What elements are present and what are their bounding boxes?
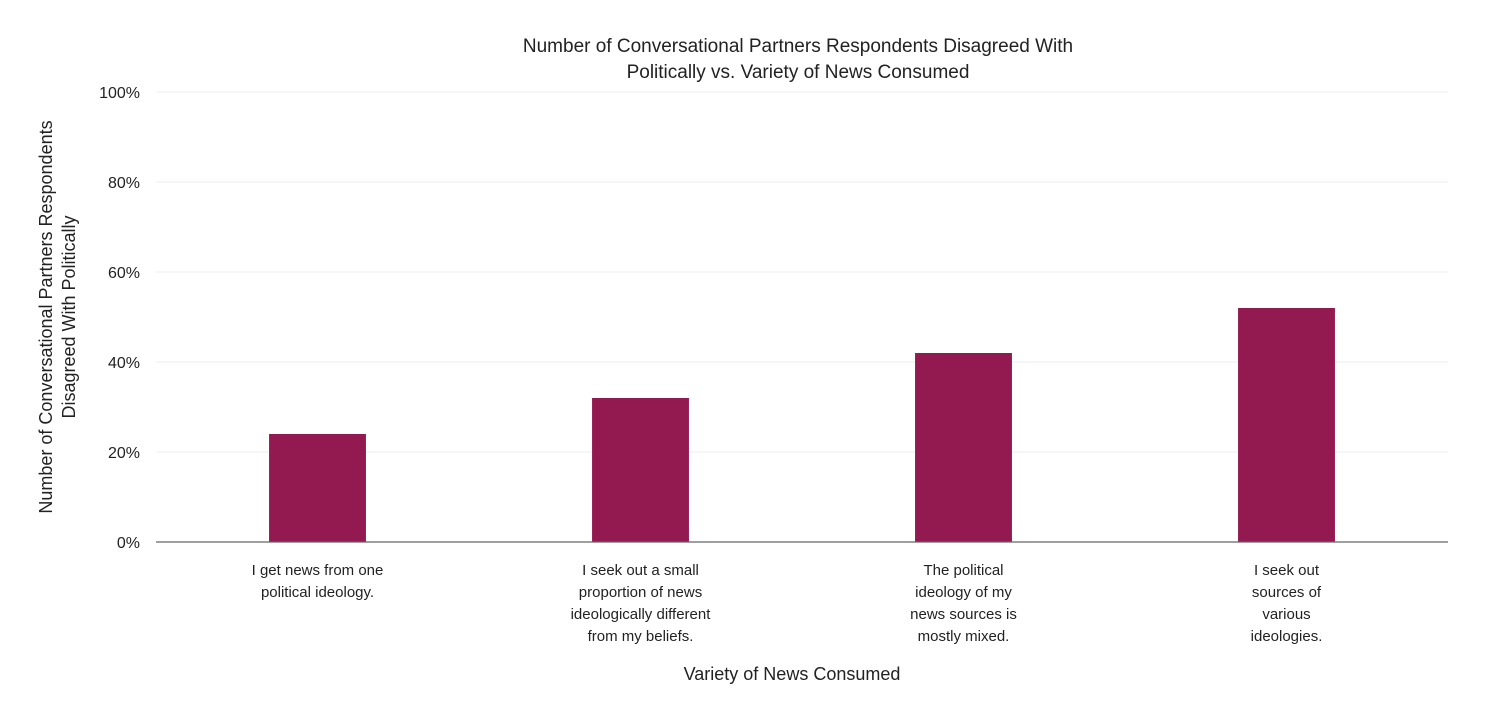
bar <box>1238 308 1335 542</box>
chart-title: Number of Conversational Partners Respon… <box>523 36 1073 83</box>
x-category-label-line: ideologies. <box>1251 628 1323 645</box>
y-axis-ticks: 0% 20% 40% 60% 80% 100% <box>99 85 140 552</box>
x-category-label-line: proportion of news <box>579 584 702 601</box>
y-tick-label: 40% <box>108 355 140 372</box>
x-category-label-line: political ideology. <box>261 584 374 601</box>
x-category-label-line: ideology of my <box>915 584 1012 601</box>
bar <box>592 398 689 542</box>
y-axis-title-line-1: Number of Conversational Partners Respon… <box>36 120 56 513</box>
bar <box>915 353 1012 542</box>
bar <box>269 434 366 542</box>
x-category-label: I seek out sources of various ideologies. <box>1251 562 1323 645</box>
y-tick-label: 100% <box>99 85 140 102</box>
gridlines <box>156 91 1448 453</box>
x-category-label-line: various <box>1262 606 1310 623</box>
chart-title-line-1: Number of Conversational Partners Respon… <box>523 36 1073 57</box>
x-category-label: I get news from one political ideology. <box>252 562 384 601</box>
x-category-label-line: mostly mixed. <box>918 628 1010 645</box>
x-category-label-line: from my beliefs. <box>588 628 694 645</box>
x-axis-title: Variety of News Consumed <box>684 664 901 684</box>
chart-title-line-2: Politically vs. Variety of News Consumed <box>627 62 970 83</box>
x-category-label: I seek out a small proportion of news ideo… <box>571 562 712 645</box>
y-tick-label: 0% <box>117 535 140 552</box>
y-axis-title-line-2: Disagreed With Politically <box>59 215 79 418</box>
y-tick-label: 60% <box>108 265 140 282</box>
x-category-label-line: I get news from one <box>252 562 384 579</box>
x-category-label-line: The political <box>923 562 1003 579</box>
x-category-label: The political ideology of my news sources … <box>910 562 1017 645</box>
y-tick-label: 20% <box>108 445 140 462</box>
y-tick-label: 80% <box>108 175 140 192</box>
x-category-label-line: ideologically different <box>571 606 712 623</box>
x-category-label-line: I seek out a small <box>582 562 699 579</box>
y-axis-title: Number of Conversational Partners Respon… <box>36 120 79 513</box>
x-category-label-line: I seek out <box>1254 562 1320 579</box>
x-category-label-line: sources of <box>1252 584 1322 601</box>
x-axis-category-labels: I get news from one political ideology.I … <box>252 562 1323 645</box>
x-category-label-line: news sources is <box>910 606 1017 623</box>
bars <box>269 308 1335 542</box>
